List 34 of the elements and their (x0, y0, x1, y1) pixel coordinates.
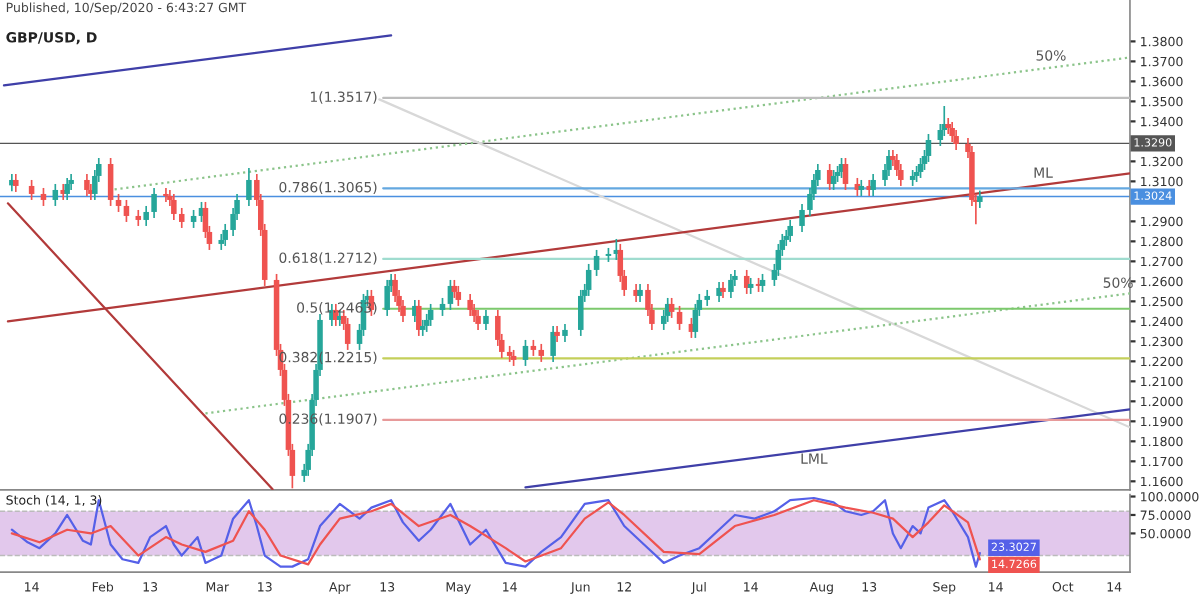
candlestick (676, 305, 683, 331)
candlestick (467, 293, 473, 317)
candlestick (344, 317, 351, 351)
candlestick (949, 121, 955, 143)
candlestick (578, 289, 584, 337)
candlestick (917, 157, 924, 179)
candlestick (799, 203, 805, 233)
candlestick (163, 187, 169, 203)
candlestick (475, 309, 481, 331)
candlestick (123, 199, 130, 223)
candlestick (787, 219, 793, 243)
candlestick (52, 183, 59, 207)
candlestick (246, 167, 252, 207)
candlestick (222, 223, 228, 247)
candlestick (842, 157, 849, 191)
candlestick (522, 339, 529, 367)
candlestick (483, 309, 489, 331)
candlestick (593, 249, 600, 277)
candlestick (953, 129, 959, 151)
candlestick (728, 273, 734, 299)
candlestick (668, 297, 675, 319)
candlestick (84, 173, 90, 197)
candlestick (178, 207, 185, 229)
candlestick (585, 263, 592, 297)
candlestick (384, 279, 390, 317)
candlestick (151, 187, 157, 219)
candlestick (455, 285, 462, 307)
candlestick (143, 205, 149, 227)
candlestick (107, 157, 114, 207)
candlestick (28, 179, 35, 201)
candlestick (925, 133, 932, 163)
candlestick (830, 169, 837, 191)
candlestick (171, 193, 177, 221)
candlestick (427, 303, 434, 327)
